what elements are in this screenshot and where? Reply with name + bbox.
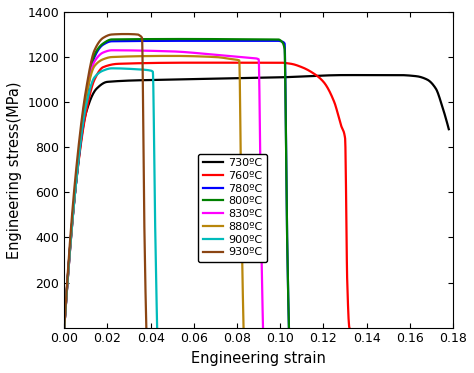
Legend: 730ºC, 760ºC, 780ºC, 800ºC, 830ºC, 880ºC, 900ºC, 930ºC: 730ºC, 760ºC, 780ºC, 800ºC, 830ºC, 880ºC… xyxy=(198,154,267,262)
780ºC xyxy=(237,38,243,43)
X-axis label: Engineering strain: Engineering strain xyxy=(191,351,326,366)
900ºC xyxy=(134,67,140,72)
900ºC xyxy=(155,325,160,330)
930ºC xyxy=(144,325,149,330)
730ºC xyxy=(369,73,374,77)
760ºC xyxy=(91,80,96,85)
830ºC xyxy=(82,101,87,106)
800ºC xyxy=(160,37,166,41)
Line: 730ºC: 730ºC xyxy=(64,75,449,327)
Line: 800ºC: 800ºC xyxy=(64,39,289,327)
900ºC xyxy=(99,69,105,73)
930ºC xyxy=(122,32,128,36)
880ºC xyxy=(241,325,246,330)
Line: 830ºC: 830ºC xyxy=(64,50,263,327)
930ºC xyxy=(127,32,133,36)
780ºC xyxy=(286,325,292,330)
880ºC xyxy=(80,117,85,122)
760ºC xyxy=(289,62,295,66)
760ºC xyxy=(284,61,290,65)
730ºC xyxy=(62,325,67,330)
930ºC xyxy=(70,206,75,210)
900ºC xyxy=(62,325,67,330)
730ºC xyxy=(342,73,348,77)
930ºC xyxy=(95,42,100,47)
760ºC xyxy=(346,325,352,330)
880ºC xyxy=(205,54,210,59)
830ºC xyxy=(62,325,67,330)
930ºC xyxy=(118,32,123,36)
930ºC xyxy=(126,32,131,36)
900ºC xyxy=(136,67,141,72)
900ºC xyxy=(102,68,108,72)
Y-axis label: Engineering stress(MPa): Engineering stress(MPa) xyxy=(7,81,22,258)
730ºC xyxy=(362,73,367,77)
900ºC xyxy=(109,66,115,70)
800ºC xyxy=(286,325,292,330)
780ºC xyxy=(160,39,166,43)
800ºC xyxy=(152,37,158,41)
730ºC xyxy=(231,76,237,81)
780ºC xyxy=(152,39,158,43)
830ºC xyxy=(149,48,155,53)
730ºC xyxy=(100,81,106,85)
760ºC xyxy=(187,60,193,65)
800ºC xyxy=(237,37,243,42)
780ºC xyxy=(191,38,197,43)
760ºC xyxy=(177,60,182,65)
900ºC xyxy=(125,66,131,71)
760ºC xyxy=(191,60,197,65)
800ºC xyxy=(62,325,67,330)
830ºC xyxy=(142,48,148,53)
780ºC xyxy=(62,325,67,330)
760ºC xyxy=(62,325,67,330)
880ºC xyxy=(62,325,67,330)
880ºC xyxy=(169,54,175,58)
800ºC xyxy=(216,37,221,41)
730ºC xyxy=(326,73,331,78)
780ºC xyxy=(216,38,221,43)
780ºC xyxy=(84,91,90,96)
880ºC xyxy=(140,54,146,58)
780ºC xyxy=(241,38,246,43)
800ºC xyxy=(84,87,90,91)
830ºC xyxy=(198,51,204,56)
880ºC xyxy=(185,54,191,58)
830ºC xyxy=(220,53,226,58)
880ºC xyxy=(201,54,207,59)
930ºC xyxy=(62,325,67,330)
800ºC xyxy=(191,37,197,41)
760ºC xyxy=(257,60,263,65)
900ºC xyxy=(71,203,77,208)
930ºC xyxy=(98,38,103,43)
800ºC xyxy=(241,37,246,42)
Line: 780ºC: 780ºC xyxy=(64,41,289,327)
730ºC xyxy=(217,76,223,81)
830ºC xyxy=(109,48,115,53)
Line: 880ºC: 880ºC xyxy=(64,56,244,327)
Line: 760ºC: 760ºC xyxy=(64,63,349,327)
Line: 900ºC: 900ºC xyxy=(64,68,157,327)
730ºC xyxy=(446,127,452,131)
880ºC xyxy=(134,54,140,59)
830ºC xyxy=(260,325,266,330)
Line: 930ºC: 930ºC xyxy=(64,34,146,327)
830ºC xyxy=(217,53,222,57)
